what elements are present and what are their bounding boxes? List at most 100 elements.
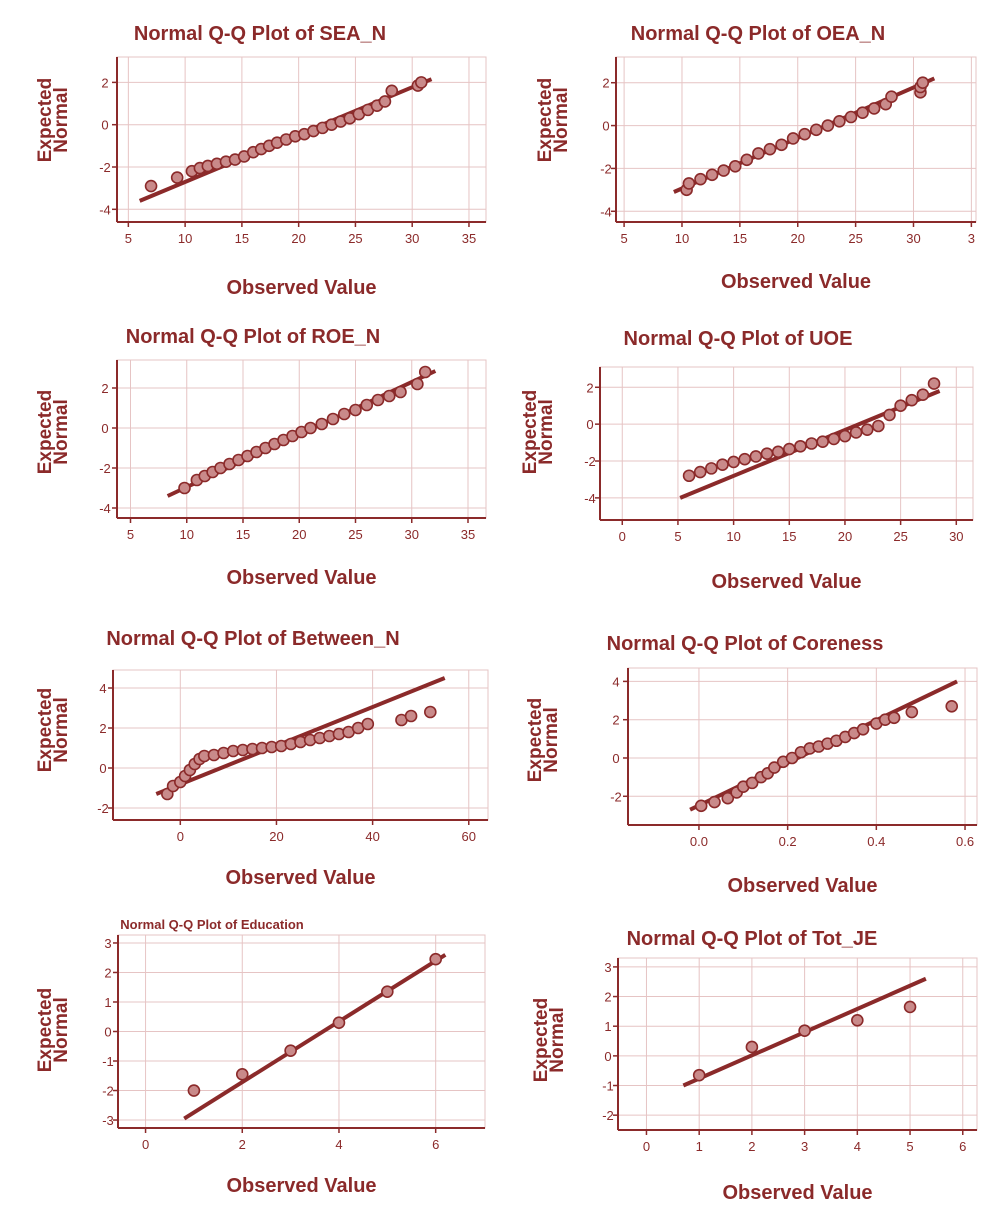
data-point bbox=[771, 445, 785, 459]
data-point bbox=[945, 699, 959, 713]
y-tick-label: -1 bbox=[102, 1054, 114, 1069]
y-axis-label: Expected bbox=[520, 390, 541, 474]
data-point bbox=[708, 795, 721, 809]
data-point bbox=[385, 84, 399, 98]
y-axis-label: Expected bbox=[35, 988, 56, 1072]
x-tick-label: 4 bbox=[854, 1139, 861, 1154]
data-point bbox=[794, 439, 807, 453]
data-point bbox=[786, 132, 800, 145]
data-point bbox=[894, 399, 907, 413]
data-point bbox=[760, 447, 774, 460]
x-tick-label: 4 bbox=[335, 1137, 342, 1152]
y-tick-label: -2 bbox=[99, 160, 111, 175]
x-tick-label: 20 bbox=[292, 527, 306, 542]
x-tick-label: 20 bbox=[291, 231, 305, 246]
y-tick-label: -2 bbox=[99, 461, 111, 476]
data-point bbox=[849, 426, 863, 439]
data-point bbox=[833, 114, 846, 128]
x-tick-label: 15 bbox=[235, 231, 249, 246]
y-tick-label: 2 bbox=[101, 381, 108, 396]
x-axis-label: Observed Value bbox=[226, 1175, 376, 1197]
data-point bbox=[916, 388, 930, 401]
data-point bbox=[332, 1016, 346, 1029]
y-tick-label: 2 bbox=[602, 76, 609, 91]
x-tick-label: 0.0 bbox=[690, 834, 708, 849]
y-tick-label: 0 bbox=[602, 119, 609, 134]
data-point bbox=[371, 393, 385, 407]
x-tick-label: 0 bbox=[619, 529, 626, 544]
x-tick-label: 5 bbox=[125, 231, 132, 246]
chart-title: Normal Q-Q Plot of OEA_N bbox=[631, 23, 885, 45]
x-tick-label: 0 bbox=[643, 1139, 650, 1154]
chart-title: Normal Q-Q Plot of ROE_N bbox=[126, 326, 380, 348]
x-tick-label: 25 bbox=[348, 527, 362, 542]
x-tick-label: 0.4 bbox=[867, 834, 885, 849]
x-tick-label: 25 bbox=[848, 231, 862, 246]
data-point bbox=[856, 722, 870, 736]
x-tick-label: 20 bbox=[269, 829, 283, 844]
y-tick-label: 1 bbox=[604, 1019, 611, 1034]
y-tick-label: 0 bbox=[586, 417, 593, 432]
data-point bbox=[727, 455, 740, 469]
y-axis-label: Expected bbox=[531, 998, 552, 1082]
data-point bbox=[721, 791, 735, 805]
y-axis-label: Normal bbox=[51, 997, 72, 1062]
data-point bbox=[284, 1044, 297, 1057]
x-tick-label: 30 bbox=[405, 527, 419, 542]
y-tick-label: 2 bbox=[604, 990, 611, 1005]
x-tick-label: 15 bbox=[782, 529, 796, 544]
x-tick-label: 40 bbox=[365, 829, 379, 844]
data-point bbox=[867, 102, 881, 115]
x-tick-label: 5 bbox=[674, 529, 681, 544]
y-tick-label: -2 bbox=[602, 1108, 614, 1123]
x-tick-label: 30 bbox=[906, 231, 920, 246]
qq-plot-education: 0 2 4 6 3 2 1 0 -1 -2 -3 Normal Q-Q Plot of Educati… bbox=[35, 917, 486, 1197]
data-point bbox=[821, 119, 835, 132]
data-point bbox=[178, 481, 191, 495]
data-point bbox=[905, 705, 919, 719]
x-tick-label: 10 bbox=[178, 231, 192, 246]
data-point bbox=[903, 1000, 917, 1014]
y-tick-label: -4 bbox=[600, 204, 612, 219]
y-tick-label: 3 bbox=[604, 960, 611, 975]
y-tick-label: -4 bbox=[99, 501, 111, 516]
data-point bbox=[682, 469, 696, 483]
data-point bbox=[768, 761, 781, 774]
y-axis-label: Normal bbox=[51, 697, 72, 762]
x-axis-label: Observed Value bbox=[226, 277, 376, 299]
data-point bbox=[382, 389, 396, 403]
y-tick-label: 0 bbox=[101, 118, 108, 133]
y-tick-label: 2 bbox=[586, 380, 593, 395]
data-point bbox=[860, 423, 874, 436]
data-point bbox=[927, 377, 941, 390]
x-tick-label: 30 bbox=[949, 529, 963, 544]
data-point bbox=[785, 751, 799, 765]
y-tick-label: 0 bbox=[99, 761, 106, 776]
chart-title: Normal Q-Q Plot of UOE bbox=[624, 328, 853, 350]
qq-plot-tot-je: 0 1 2 3 4 5 6 3 2 1 0 -1 -2 Normal Q-Q Plot of Tot_JE… bbox=[531, 928, 978, 1204]
data-point bbox=[326, 412, 340, 426]
y-tick-label: -2 bbox=[584, 454, 596, 469]
data-point bbox=[887, 711, 901, 725]
x-tick-label: 20 bbox=[791, 231, 805, 246]
y-tick-label: 2 bbox=[104, 965, 111, 980]
x-tick-label: 3 bbox=[801, 1139, 808, 1154]
x-tick-label: 2 bbox=[748, 1139, 755, 1154]
data-point bbox=[394, 385, 407, 399]
y-tick-label: -4 bbox=[99, 202, 111, 217]
y-tick-label: 3 bbox=[104, 936, 111, 951]
y-axis-label: Expected bbox=[35, 78, 56, 162]
data-point bbox=[411, 377, 424, 391]
y-axis-label: Expected bbox=[525, 698, 546, 782]
x-tick-label: 35 bbox=[462, 231, 476, 246]
x-axis-label: Observed Value bbox=[711, 571, 861, 593]
data-point bbox=[717, 164, 730, 177]
reference-line bbox=[183, 953, 447, 1121]
qq-plot-coreness: 0.0 0.2 0.4 0.6 4 2 0 -2 Normal Q-Q Plot of Core… bbox=[525, 633, 978, 897]
y-tick-label: 4 bbox=[99, 681, 106, 696]
chart-title: Normal Q-Q Plot of Between_N bbox=[106, 628, 399, 650]
x-tick-label: 5 bbox=[127, 527, 134, 542]
data-point bbox=[827, 432, 841, 446]
data-point bbox=[745, 1040, 759, 1054]
